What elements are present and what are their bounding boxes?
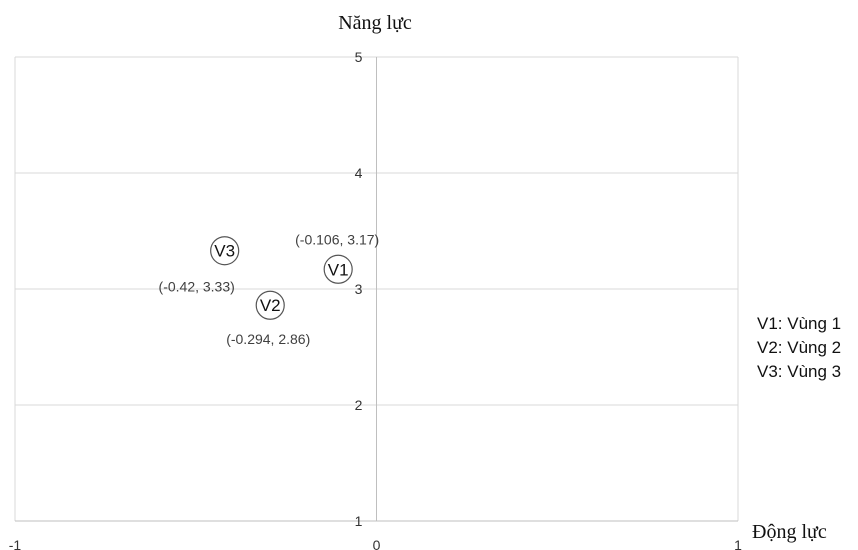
legend-item-v2: V2: Vùng 2 [757, 338, 842, 357]
data-points: V1 (-0.106, 3.17) V2 (-0.294, 2.86) V3 (-0.42… [159, 231, 380, 347]
point-marker-v1 [323, 254, 353, 284]
point-label-v1: (-0.106, 3.17) [295, 231, 379, 247]
x-tick-label: -1 [9, 537, 22, 550]
x-axis-label: Động lực [752, 521, 827, 543]
point-name-v3: V3 [214, 242, 235, 261]
y-tick-label: 5 [355, 49, 363, 65]
point-label-v2: (-0.294, 2.86) [226, 331, 310, 347]
point-marker-v2 [255, 290, 285, 320]
axes [15, 57, 738, 522]
legend-item-v1: V1: Vùng 1 [757, 314, 842, 333]
point-name-v2: V2 [260, 296, 281, 315]
point-label-v3: (-0.42, 3.33) [159, 279, 235, 295]
y-tick-label: 1 [355, 513, 363, 529]
x-tick-label: 1 [734, 537, 742, 550]
y-tick-label: 2 [355, 397, 363, 413]
legend: V1: Vùng 1 V2: Vùng 2 V3: Vùng 3 [757, 312, 841, 384]
y-tick-label: 4 [355, 165, 363, 181]
point-name-v1: V1 [328, 260, 349, 279]
y-axis-label: Năng lực [338, 12, 412, 34]
x-tick-label: 0 [373, 537, 381, 550]
point-marker-v3 [210, 236, 240, 266]
y-tick-label: 3 [355, 281, 363, 297]
legend-item-v3: V3: Vùng 3 [757, 362, 842, 381]
